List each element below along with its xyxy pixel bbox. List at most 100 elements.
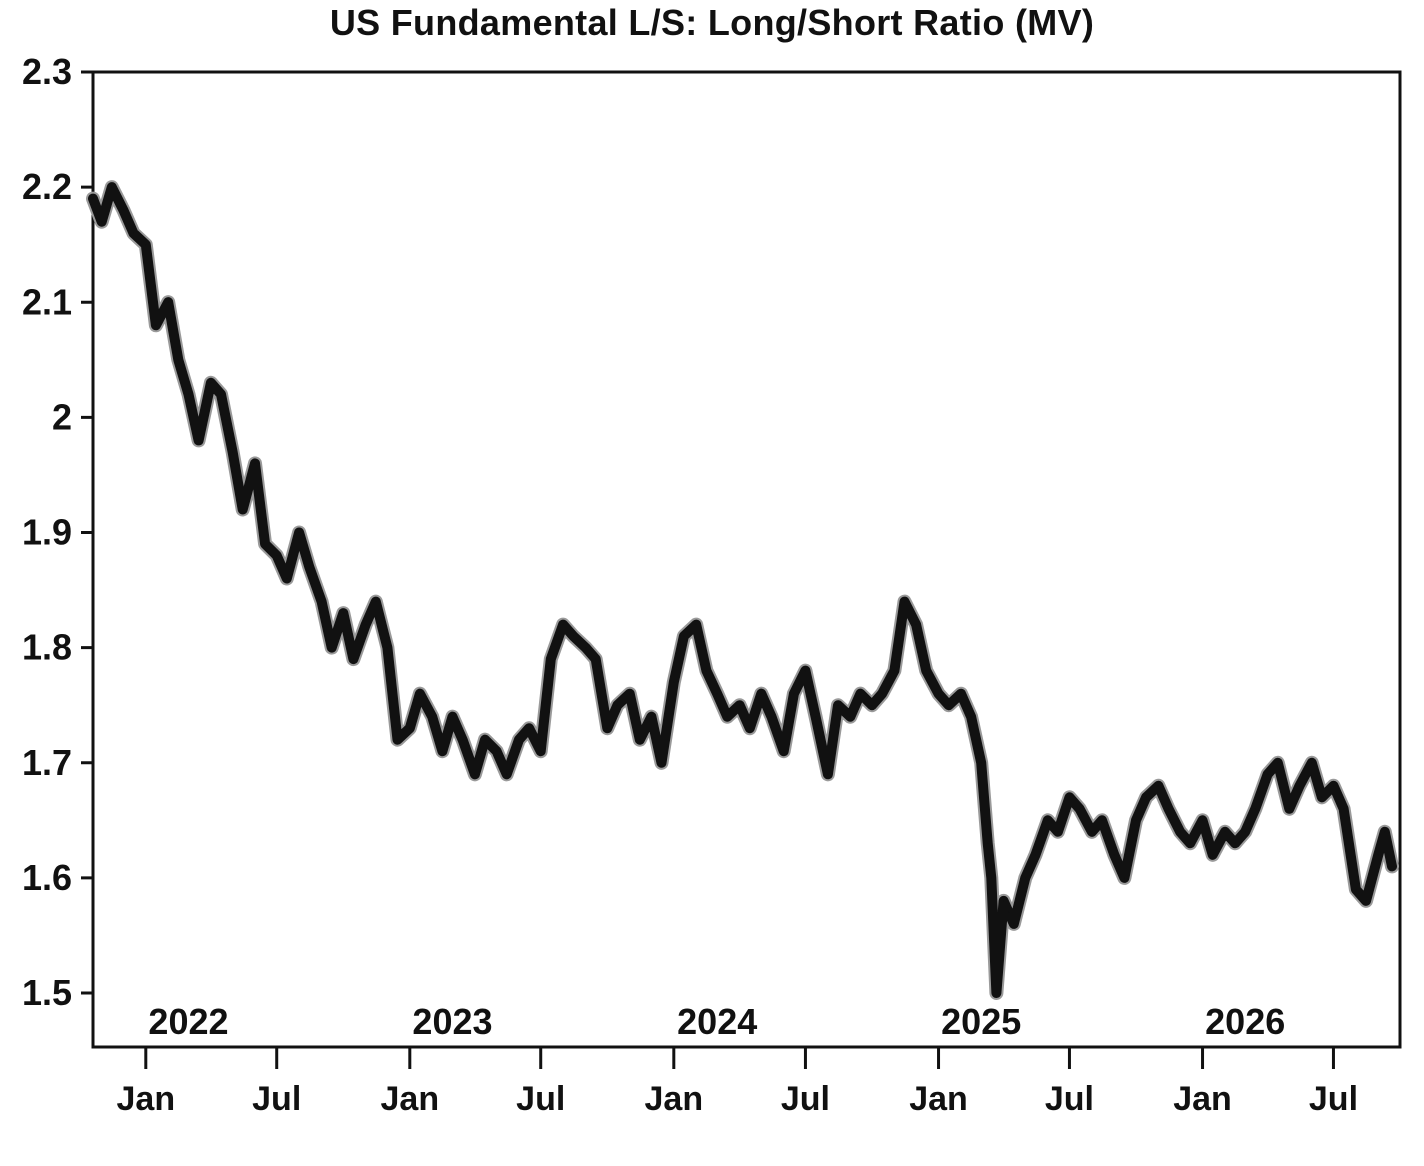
data-point [1355, 888, 1357, 890]
data-point [990, 877, 992, 879]
data-point [1277, 762, 1279, 764]
data-point [145, 244, 147, 246]
data-point [242, 509, 244, 510]
data-point [155, 324, 157, 326]
plot-area-frame [91, 70, 1402, 1049]
y-tick-label: 2.3 [22, 51, 72, 92]
data-point [232, 451, 234, 453]
data-point [585, 647, 587, 649]
x-tick-label: Jul [1045, 1080, 1094, 1118]
data-point [177, 359, 179, 361]
data-point [1145, 796, 1147, 798]
data-point [1113, 854, 1115, 856]
data-point [101, 221, 103, 223]
data-point [948, 704, 950, 706]
data-point [1091, 831, 1093, 833]
data-point [1013, 923, 1015, 925]
data-point [1244, 831, 1246, 833]
data-point [321, 601, 323, 603]
data-point [1224, 831, 1226, 833]
data-point [995, 992, 997, 994]
data-point [286, 578, 288, 579]
year-label: 2023 [412, 1001, 492, 1042]
x-tick-label: Jan [1173, 1080, 1232, 1118]
data-point [595, 658, 597, 660]
data-point [1003, 900, 1005, 902]
data-point [506, 773, 508, 775]
x-tick-label: Jul [252, 1080, 301, 1118]
data-point [111, 186, 113, 188]
data-point [881, 693, 883, 695]
data-point [441, 750, 443, 752]
y-tick-label: 1.5 [22, 972, 72, 1013]
data-point [1321, 796, 1323, 798]
data-point [484, 739, 486, 741]
data-point [980, 762, 982, 764]
data-point [661, 762, 662, 764]
data-point [716, 693, 718, 695]
year-label: 2022 [148, 1001, 228, 1042]
data-point [550, 658, 552, 660]
data-point [1189, 842, 1191, 844]
data-point [1212, 854, 1214, 856]
data-point [92, 198, 94, 200]
data-point [893, 670, 895, 672]
x-axis: Jan Jul Jan Jul Jan Jul Jan Jul Jan Jul 2022 2023 20… [117, 1001, 1359, 1118]
x-tick-label: Jan [117, 1080, 176, 1118]
data-point [562, 624, 564, 626]
data-point [375, 601, 377, 603]
x-tick-label: Jul [781, 1080, 830, 1118]
data-point [1101, 819, 1103, 821]
data-point [804, 670, 806, 672]
x-tick-label: Jan [645, 1080, 704, 1118]
data-point [133, 232, 134, 234]
data-point [1254, 808, 1256, 810]
data-point [518, 739, 520, 741]
y-tick-label: 1.7 [22, 742, 72, 783]
data-point [352, 658, 354, 660]
data-point [1333, 785, 1334, 787]
data-point [1057, 831, 1059, 833]
data-point [726, 716, 728, 718]
data-point [1377, 854, 1379, 856]
data-point [308, 566, 310, 568]
data-point [915, 624, 917, 626]
data-point [452, 716, 453, 718]
data-point [739, 704, 741, 706]
data-point [1069, 796, 1070, 798]
data-point [815, 716, 817, 718]
data-point [1179, 831, 1181, 833]
data-point [1168, 808, 1169, 810]
data-point [1157, 785, 1159, 787]
data-point [1365, 900, 1367, 902]
y-axis: 2.3 2.2 2.1 2 1.9 1.8 1.7 1.6 1.5 [22, 51, 93, 1013]
y-tick-label: 2.1 [22, 281, 72, 322]
x-tick-label: Jul [516, 1080, 565, 1118]
year-label: 2024 [677, 1001, 757, 1042]
data-point [783, 750, 785, 752]
data-point [386, 647, 388, 649]
data-point [1123, 877, 1125, 879]
data-point [431, 716, 433, 718]
data-point [1391, 865, 1393, 867]
data-point [1079, 808, 1081, 810]
data-point [827, 773, 829, 775]
data-point [695, 624, 697, 626]
data-point [1008, 911, 1010, 913]
data-point [650, 716, 652, 718]
data-point [606, 727, 608, 729]
data-point [1035, 854, 1036, 856]
y-tick-label: 1.6 [22, 857, 72, 898]
data-point [331, 647, 333, 649]
data-point [849, 716, 851, 718]
x-tick-label: Jan [381, 1080, 440, 1118]
data-point [1311, 762, 1313, 764]
data-point [673, 681, 675, 683]
data-point [210, 382, 212, 384]
data-point [276, 555, 278, 556]
data-point [970, 716, 972, 718]
data-point [1202, 819, 1203, 821]
data-point [960, 693, 962, 695]
data-point [254, 462, 256, 464]
